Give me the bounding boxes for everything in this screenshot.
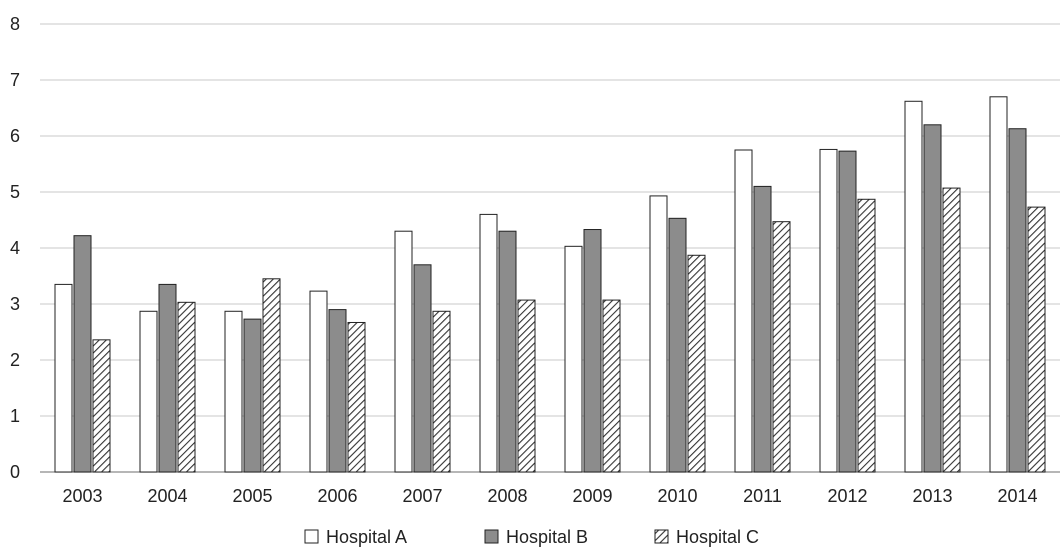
legend-item-hospital-a: Hospital A: [304, 527, 407, 547]
bar-hospital-a-2013: [904, 100, 923, 473]
legend-item-hospital-c: Hospital C: [654, 527, 759, 547]
bar-hospital-b-2006: [328, 309, 347, 473]
bar-hospital-a-2008: [479, 213, 498, 473]
bar-hospital-a-2005: [224, 310, 243, 473]
x-tick-label: 2007: [402, 486, 442, 506]
bar-hospital-c-2006: [347, 321, 366, 473]
x-tick-label: 2013: [912, 486, 952, 506]
y-tick-label: 0: [10, 462, 20, 482]
x-tick-label: 2014: [997, 486, 1037, 506]
y-tick-label: 2: [10, 350, 20, 370]
bar-hospital-c-2008: [517, 299, 536, 473]
y-tick-label: 5: [10, 182, 20, 202]
x-tick-label: 2008: [487, 486, 527, 506]
legend-item-hospital-b: Hospital B: [484, 527, 588, 547]
bar-hospital-b-2003: [73, 235, 92, 473]
bar-hospital-b-2011: [753, 185, 772, 473]
bar-hospital-a-2011: [734, 149, 753, 473]
bar-hospital-c-2007: [432, 310, 451, 473]
x-tick-label: 2005: [232, 486, 272, 506]
x-tick-label: 2009: [572, 486, 612, 506]
y-tick-label: 4: [10, 238, 20, 258]
y-axis-tick-labels: 0 1 2 3 4 5 6 7 8: [10, 14, 20, 482]
bar-hospital-b-2004: [158, 283, 177, 473]
bar-hospital-a-2004: [139, 310, 158, 473]
bar-hospital-b-2014: [1008, 128, 1027, 473]
gridlines: [40, 23, 1060, 473]
bars: [54, 96, 1046, 473]
bar-hospital-b-2010: [668, 217, 687, 473]
bar-hospital-c-2012: [857, 198, 876, 473]
legend-label: Hospital A: [326, 527, 407, 547]
x-axis-tick-labels: 2003 2004 2005 2006 2007 2008 2009 2010 2011 2012…: [62, 486, 1037, 506]
bar-hospital-c-2005: [262, 278, 281, 473]
bar-hospital-a-2007: [394, 230, 413, 473]
bar-hospital-a-2012: [819, 148, 838, 473]
x-tick-label: 2010: [657, 486, 697, 506]
legend-label: Hospital C: [676, 527, 759, 547]
x-tick-label: 2006: [317, 486, 357, 506]
bar-hospital-a-2014: [989, 96, 1008, 473]
y-tick-label: 6: [10, 126, 20, 146]
bar-hospital-b-2008: [498, 230, 517, 473]
bar-hospital-a-2010: [649, 195, 668, 473]
y-tick-label: 1: [10, 406, 20, 426]
legend-swatch: [304, 529, 319, 544]
bar-hospital-c-2003: [92, 339, 111, 473]
bar-hospital-b-2005: [243, 318, 262, 473]
x-tick-label: 2012: [827, 486, 867, 506]
y-tick-label: 7: [10, 70, 20, 90]
bar-hospital-b-2012: [838, 150, 857, 473]
x-tick-label: 2004: [147, 486, 187, 506]
bar-hospital-b-2007: [413, 264, 432, 473]
y-tick-label: 3: [10, 294, 20, 314]
bar-hospital-c-2011: [772, 221, 791, 473]
x-tick-label: 2011: [743, 486, 782, 506]
bar-hospital-a-2003: [54, 283, 73, 473]
bar-hospital-c-2013: [942, 187, 961, 473]
x-tick-label: 2003: [62, 486, 102, 506]
legend: Hospital A Hospital B Hospital C: [304, 527, 759, 547]
bar-hospital-a-2009: [564, 245, 583, 473]
bar-hospital-c-2010: [687, 254, 706, 473]
bar-hospital-b-2009: [583, 229, 602, 473]
legend-swatch: [484, 529, 499, 544]
y-tick-label: 8: [10, 14, 20, 34]
bar-hospital-b-2013: [923, 124, 942, 473]
legend-label: Hospital B: [506, 527, 588, 547]
bar-hospital-c-2004: [177, 301, 196, 473]
legend-swatch: [654, 529, 669, 544]
bar-hospital-a-2006: [309, 290, 328, 473]
bar-hospital-c-2009: [602, 299, 621, 473]
bar-hospital-c-2014: [1027, 206, 1046, 473]
